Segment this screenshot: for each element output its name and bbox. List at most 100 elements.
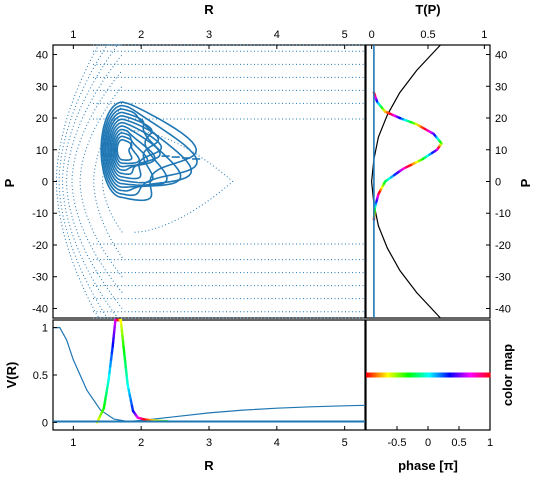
- color-map-swatch: [407, 372, 410, 378]
- energy-contour-5: [61, 44, 123, 319]
- color-map-swatch: [483, 372, 487, 378]
- momentum-xtick-label: 0.5: [420, 29, 435, 41]
- potential-xtick-label: 1: [70, 437, 76, 449]
- color-map-swatch: [436, 372, 439, 378]
- momentum-ytick-label: 20: [495, 113, 507, 125]
- color-map-swatch: [479, 372, 483, 378]
- phase-space-y-label: P: [2, 178, 17, 187]
- momentum-panel: 0 0.5 1 -40 -30 -20 -10 0 10 20 30 40 T(P) P: [365, 2, 533, 319]
- phase-space-ytick-label: 40: [36, 50, 48, 62]
- wavefunction-segment: [122, 345, 126, 356]
- energy-contours: [55, 44, 365, 319]
- color-map-swatch: [485, 372, 489, 378]
- color-map-swatch: [378, 372, 382, 378]
- energy-contour-4: [66, 54, 123, 309]
- color-map-swatch: [425, 372, 429, 378]
- phase-space-xtick-label: 1: [70, 29, 76, 41]
- phase-space-ytick-label: -20: [32, 240, 48, 252]
- color-map-swatch: [405, 372, 408, 378]
- color-map-xtick-label: 0: [425, 437, 431, 449]
- color-map-swatch: [434, 372, 437, 378]
- color-map-swatch: [430, 372, 433, 378]
- color-map-swatch: [440, 372, 444, 378]
- color-map-swatch: [432, 372, 435, 378]
- phase-space-ytick-label: 20: [36, 113, 48, 125]
- momentum-xtick-label: 0: [369, 29, 375, 41]
- wavepacket-contour-6: [109, 121, 163, 180]
- color-map-swatch: [456, 372, 460, 378]
- color-map-swatch: [444, 372, 448, 378]
- potential-ticks: 1 2 3 4 5 0 0.5 1: [33, 323, 348, 449]
- potential-frame: [52, 319, 366, 431]
- color-map-swatch: [421, 372, 425, 378]
- momentum-ytick-label: 10: [495, 145, 507, 157]
- color-map-swatch: [469, 372, 472, 378]
- color-map-swatch: [382, 372, 386, 378]
- color-map-swatch: [477, 372, 481, 378]
- wavepacket-contour-11: [116, 138, 133, 162]
- momentum-ytick-label: 30: [495, 81, 507, 93]
- color-map-swatch: [452, 372, 456, 378]
- color-map-swatch: [370, 372, 373, 378]
- color-map-swatch: [415, 372, 419, 378]
- color-map-panel: -0.5 0 0.5 1 phase [π] color map: [365, 319, 515, 473]
- color-map-xtick-label: 1: [487, 437, 493, 449]
- color-map-xtick-label: 0.5: [451, 437, 466, 449]
- color-map-swatch: [384, 372, 388, 378]
- color-map-swatch: [428, 372, 431, 378]
- color-map-swatch: [397, 372, 400, 378]
- phase-space-xtick-label: 5: [342, 29, 348, 41]
- color-map-swatch: [448, 372, 452, 378]
- phase-space-ytick-label: -40: [32, 303, 48, 315]
- phase-space-ytick-label: 10: [36, 145, 48, 157]
- phase-space-panel: 1 2 3 4 5 -40 -30 -20 -10 0 10 20 30 40 R P: [2, 2, 366, 319]
- color-map-swatch: [463, 372, 466, 378]
- potential-ytick-label: 1: [42, 323, 48, 335]
- energy-contour-2: [79, 85, 123, 278]
- color-map-swatch: [392, 372, 396, 378]
- color-map-swatch: [368, 372, 371, 378]
- potential-ytick-label: 0: [42, 417, 48, 429]
- phase-space-xtick-label: 3: [206, 29, 212, 41]
- wavefunction-segment: [123, 352, 127, 363]
- phase-space-xtick-label: 4: [274, 29, 280, 41]
- potential-panel: 1 2 3 4 5 0 0.5 1 R V(R): [4, 318, 366, 473]
- phase-space-x-label: R: [204, 2, 214, 17]
- momentum-xtick-label: 1: [481, 29, 487, 41]
- color-map-swatch: [372, 372, 375, 378]
- phase-space-ytick-label: 30: [36, 81, 48, 93]
- wavepacket-contours: [100, 101, 201, 202]
- color-map-swatch: [419, 372, 423, 378]
- potential-lines: [53, 318, 366, 424]
- color-map-swatch: [438, 372, 441, 378]
- potential-x-label: R: [204, 458, 214, 473]
- momentum-ytick-label: -10: [495, 208, 511, 220]
- kinetic-energy-curve: [370, 44, 441, 319]
- color-map-swatch: [380, 372, 384, 378]
- color-map-bar: [366, 372, 491, 378]
- color-map-swatch: [409, 372, 413, 378]
- color-map-swatch: [442, 372, 446, 378]
- color-map-swatch: [401, 372, 404, 378]
- color-map-ticks: -0.5 0 0.5 1: [388, 426, 493, 449]
- color-map-swatch: [465, 372, 468, 378]
- color-map-swatch: [394, 372, 398, 378]
- phase-space-ytick-label: -30: [32, 272, 48, 284]
- wavefunction-segment: [123, 360, 128, 371]
- potential-ytick-label: 0.5: [33, 370, 48, 382]
- color-map-swatch: [386, 372, 390, 378]
- wavepacket-contour-0: [100, 101, 198, 202]
- wavepacket-contour-8: [111, 128, 156, 171]
- wavefunction-segment: [125, 375, 129, 386]
- energy-contour-7: [55, 44, 123, 319]
- color-map-swatch: [413, 372, 417, 378]
- potential-xtick-label: 5: [342, 437, 348, 449]
- color-map-swatch: [481, 372, 485, 378]
- momentum-lines: [370, 44, 443, 319]
- color-map-swatch: [374, 372, 377, 378]
- potential-y-label: V(R): [4, 362, 19, 389]
- color-map-swatch: [475, 372, 479, 378]
- color-map-swatch: [461, 372, 464, 378]
- potential-xtick-label: 4: [274, 437, 280, 449]
